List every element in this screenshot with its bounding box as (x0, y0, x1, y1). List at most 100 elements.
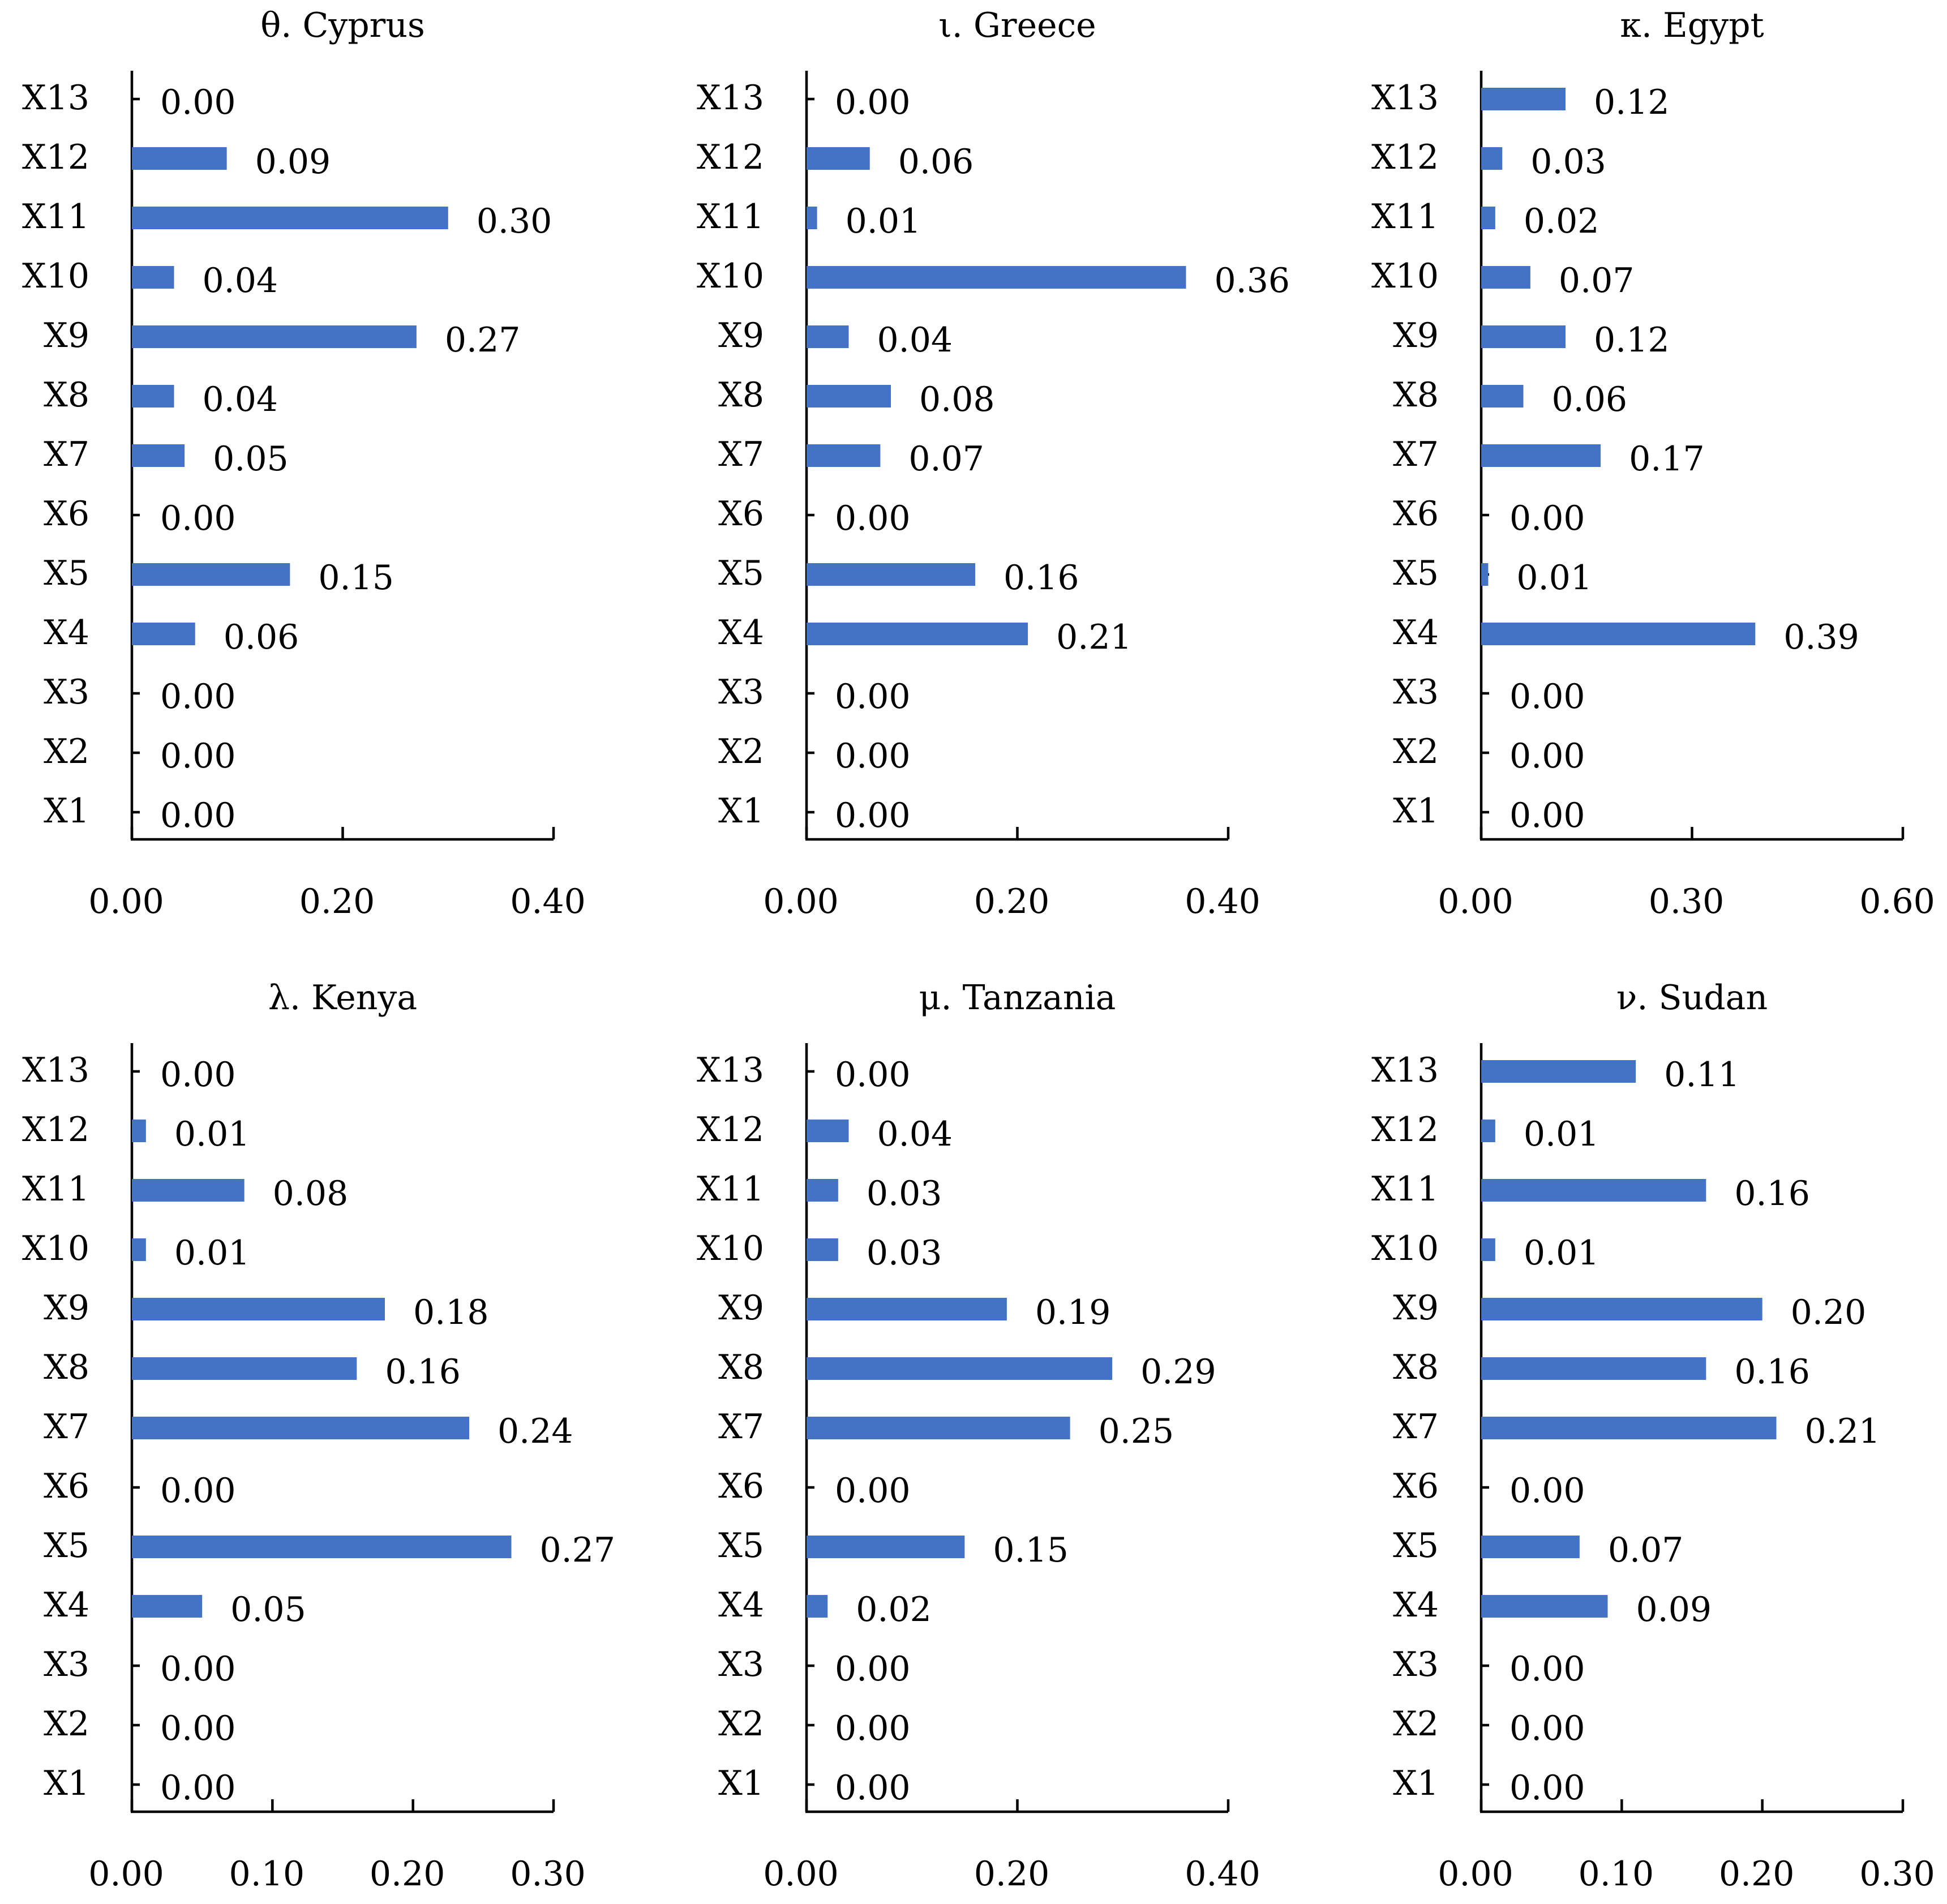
data-label: 0.03 (867, 1233, 942, 1273)
bar-x12 (1481, 147, 1503, 170)
data-label: 0.01 (174, 1233, 250, 1273)
y-tick-label: X2 (1393, 732, 1439, 771)
y-tick-label: X3 (44, 672, 89, 712)
y-tick-label: X10 (22, 1229, 89, 1268)
bar-x10 (807, 1238, 838, 1261)
data-label: 0.00 (835, 736, 911, 776)
data-label: 0.04 (877, 1114, 953, 1154)
data-label: 0.02 (1524, 201, 1599, 241)
x-tick-label: 0.30 (1649, 882, 1725, 921)
y-tick-label: X6 (718, 1466, 764, 1506)
y-tick-label: X12 (697, 138, 764, 177)
y-tick-label: X2 (44, 732, 89, 771)
y-tick-label: X4 (44, 613, 89, 653)
bar-x11 (807, 1179, 838, 1202)
y-tick-label: X8 (718, 375, 764, 415)
bar-x7 (1481, 444, 1601, 467)
bar-x8 (807, 385, 891, 408)
bar-x5 (132, 1536, 512, 1558)
y-tick-label: X13 (22, 1050, 89, 1090)
bar-x5 (132, 563, 290, 586)
bar-x9 (1481, 325, 1566, 348)
data-label: 0.00 (160, 499, 236, 538)
bar-x13 (1481, 1060, 1636, 1083)
data-label: 0.00 (160, 796, 236, 835)
data-label: 0.00 (1509, 796, 1585, 835)
data-label: 0.00 (835, 1768, 911, 1808)
data-label: 0.00 (835, 1471, 911, 1511)
bar-x11 (132, 1179, 245, 1202)
y-tick-label: X2 (1393, 1704, 1439, 1744)
y-tick-label: X8 (44, 1348, 89, 1387)
y-tick-label: X4 (44, 1585, 89, 1625)
data-label: 0.00 (160, 1471, 236, 1511)
bar-x5 (1481, 1536, 1580, 1558)
x-tick-label: 0.00 (763, 882, 839, 921)
data-label: 0.06 (898, 142, 974, 182)
y-tick-label: X5 (44, 1526, 89, 1566)
y-tick-label: X7 (44, 1407, 89, 1447)
data-label: 0.00 (835, 1649, 911, 1689)
bar-x9 (807, 1298, 1007, 1320)
data-label: 0.39 (1783, 617, 1859, 657)
data-label: 0.01 (846, 201, 921, 241)
x-tick-label: 0.30 (510, 1854, 586, 1894)
bar-x7 (132, 1417, 469, 1439)
data-label: 0.03 (1530, 142, 1606, 182)
bar-x12 (807, 147, 870, 170)
y-tick-label: X9 (1393, 316, 1439, 355)
chart-title: κ. Egypt (1620, 6, 1764, 45)
data-label: 0.05 (213, 439, 289, 479)
bar-x9 (1481, 1298, 1762, 1320)
x-tick-label: 0.10 (229, 1854, 305, 1894)
data-label: 0.09 (255, 142, 331, 182)
data-label: 0.27 (445, 320, 521, 360)
y-tick-label: X7 (44, 435, 89, 474)
bar-x7 (807, 444, 881, 467)
data-label: 0.09 (1636, 1590, 1712, 1629)
bar-x11 (1481, 1179, 1706, 1202)
y-tick-label: X12 (697, 1110, 764, 1150)
bar-x9 (807, 325, 849, 348)
bar-x9 (132, 1298, 385, 1320)
bar-x7 (132, 444, 185, 467)
y-tick-label: X6 (718, 494, 764, 534)
data-label: 0.25 (1099, 1412, 1174, 1451)
chart-title: λ. Kenya (268, 978, 417, 1018)
x-tick-label: 0.40 (1185, 882, 1260, 921)
data-label: 0.11 (1664, 1055, 1740, 1095)
y-tick-label: X13 (1371, 1050, 1439, 1090)
bar-x5 (1481, 563, 1489, 586)
y-tick-label: X13 (1371, 78, 1439, 118)
bar-x5 (807, 1536, 965, 1558)
data-label: 0.02 (856, 1590, 932, 1629)
y-tick-label: X12 (1371, 1110, 1439, 1150)
x-tick-label: 0.00 (1438, 1854, 1513, 1894)
y-tick-label: X1 (44, 791, 89, 831)
y-tick-label: X6 (44, 1466, 89, 1506)
y-tick-label: X3 (718, 672, 764, 712)
y-tick-label: X10 (1371, 1229, 1439, 1268)
x-tick-label: 0.30 (1859, 1854, 1935, 1894)
data-label: 0.29 (1140, 1352, 1216, 1392)
bar-x4 (807, 1595, 828, 1618)
y-tick-label: X11 (1371, 1169, 1439, 1209)
bar-x4 (1481, 623, 1756, 645)
data-label: 0.00 (160, 1709, 236, 1748)
data-label: 0.07 (1608, 1530, 1684, 1570)
data-label: 0.00 (1509, 677, 1585, 717)
bar-x13 (1481, 88, 1566, 110)
y-tick-label: X10 (697, 1229, 764, 1268)
y-tick-label: X13 (697, 78, 764, 118)
data-label: 0.08 (273, 1174, 349, 1213)
y-tick-label: X11 (697, 1169, 764, 1209)
y-tick-label: X6 (44, 494, 89, 534)
data-label: 0.05 (230, 1590, 306, 1629)
data-label: 0.16 (1734, 1352, 1810, 1392)
x-tick-label: 0.20 (299, 882, 375, 921)
y-tick-label: X3 (718, 1645, 764, 1684)
data-label: 0.15 (993, 1530, 1069, 1570)
y-tick-label: X8 (1393, 1348, 1439, 1387)
data-label: 0.00 (1509, 499, 1585, 538)
x-tick-label: 0.00 (763, 1854, 839, 1894)
